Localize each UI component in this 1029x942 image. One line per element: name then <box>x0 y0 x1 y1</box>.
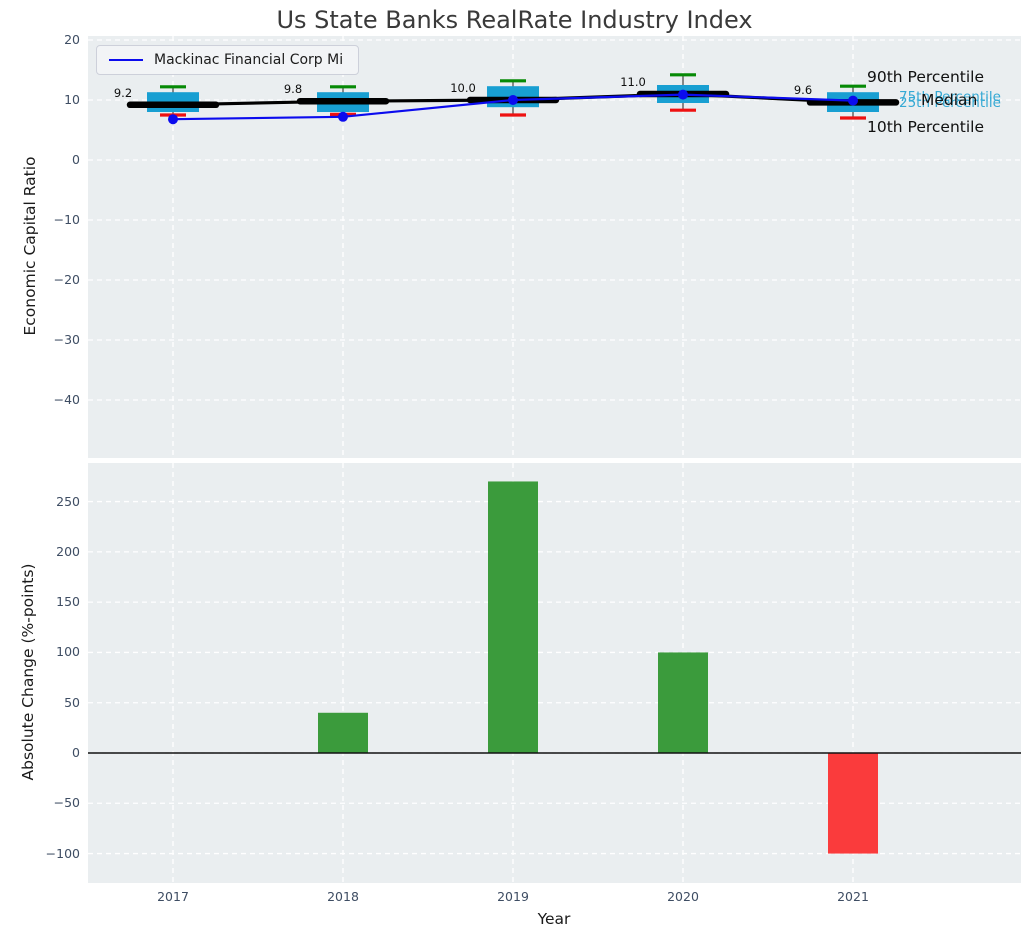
top-ytick-label: −20 <box>53 272 80 287</box>
bar-2019 <box>488 481 538 753</box>
bar-2018 <box>318 712 368 753</box>
annotation-10th-percentile: 10th Percentile <box>867 118 985 136</box>
legend-label: Mackinac Financial Corp Mi <box>154 52 344 68</box>
median-value-label: 9.8 <box>283 82 303 97</box>
top-ytick-label: −40 <box>53 392 80 407</box>
median-value-label: 10.0 <box>450 81 476 95</box>
bottom-ytick-label: 100 <box>56 644 80 660</box>
top-y-axis-label: Economic Capital Ratio <box>21 156 39 336</box>
median-value-label: 9.6 <box>793 83 813 98</box>
box-2017 <box>147 85 199 117</box>
bottom-ytick-label: 0 <box>72 745 80 760</box>
xtick-label: 2021 <box>837 889 869 904</box>
legend: Mackinac Financial Corp Mi <box>96 45 359 75</box>
top-ytick-label: 10 <box>64 92 80 107</box>
x-axis-label: Year <box>537 910 571 928</box>
median-value-label: 11.0 <box>620 75 646 89</box>
annotation-90th-percentile: 90th Percentile <box>867 68 985 86</box>
bar-2020 <box>658 652 708 753</box>
xtick-label: 2020 <box>667 889 699 904</box>
bottom-ytick-label: 150 <box>56 594 80 610</box>
top-ytick-label: −10 <box>53 212 80 227</box>
xtick-label: 2017 <box>157 889 189 904</box>
chart-title: Us State Banks RealRate Industry Index <box>276 6 753 34</box>
company-point <box>168 114 178 125</box>
annotation-median: Median <box>921 91 978 109</box>
xtick-label: 2019 <box>497 889 529 904</box>
bottom-ytick-label: 50 <box>64 694 80 710</box>
bottom-ytick-label: −100 <box>45 845 80 861</box>
top-ytick-label: 0 <box>72 152 80 167</box>
company-point <box>848 95 858 106</box>
boxplot-chart <box>88 36 1021 458</box>
xtick-label: 2018 <box>327 889 359 904</box>
company-point <box>678 89 688 100</box>
company-point <box>508 95 518 105</box>
top-ytick-label: 20 <box>64 32 80 47</box>
bar-chart <box>88 463 1021 883</box>
bottom-ytick-label: 200 <box>56 543 80 559</box>
annotation-75th-percentile: 75th Percentile <box>899 89 1001 105</box>
bar-2021 <box>828 753 878 854</box>
company-point <box>338 111 348 122</box>
annotation-25th-percentile: 25th Percentile <box>899 95 1001 111</box>
legend-line-sample <box>109 59 143 61</box>
bottom-ytick-label: 250 <box>56 493 80 509</box>
median-value-label: 9.2 <box>113 85 133 100</box>
top-ytick-label: −30 <box>53 332 80 347</box>
bottom-ytick-label: −50 <box>53 795 80 811</box>
